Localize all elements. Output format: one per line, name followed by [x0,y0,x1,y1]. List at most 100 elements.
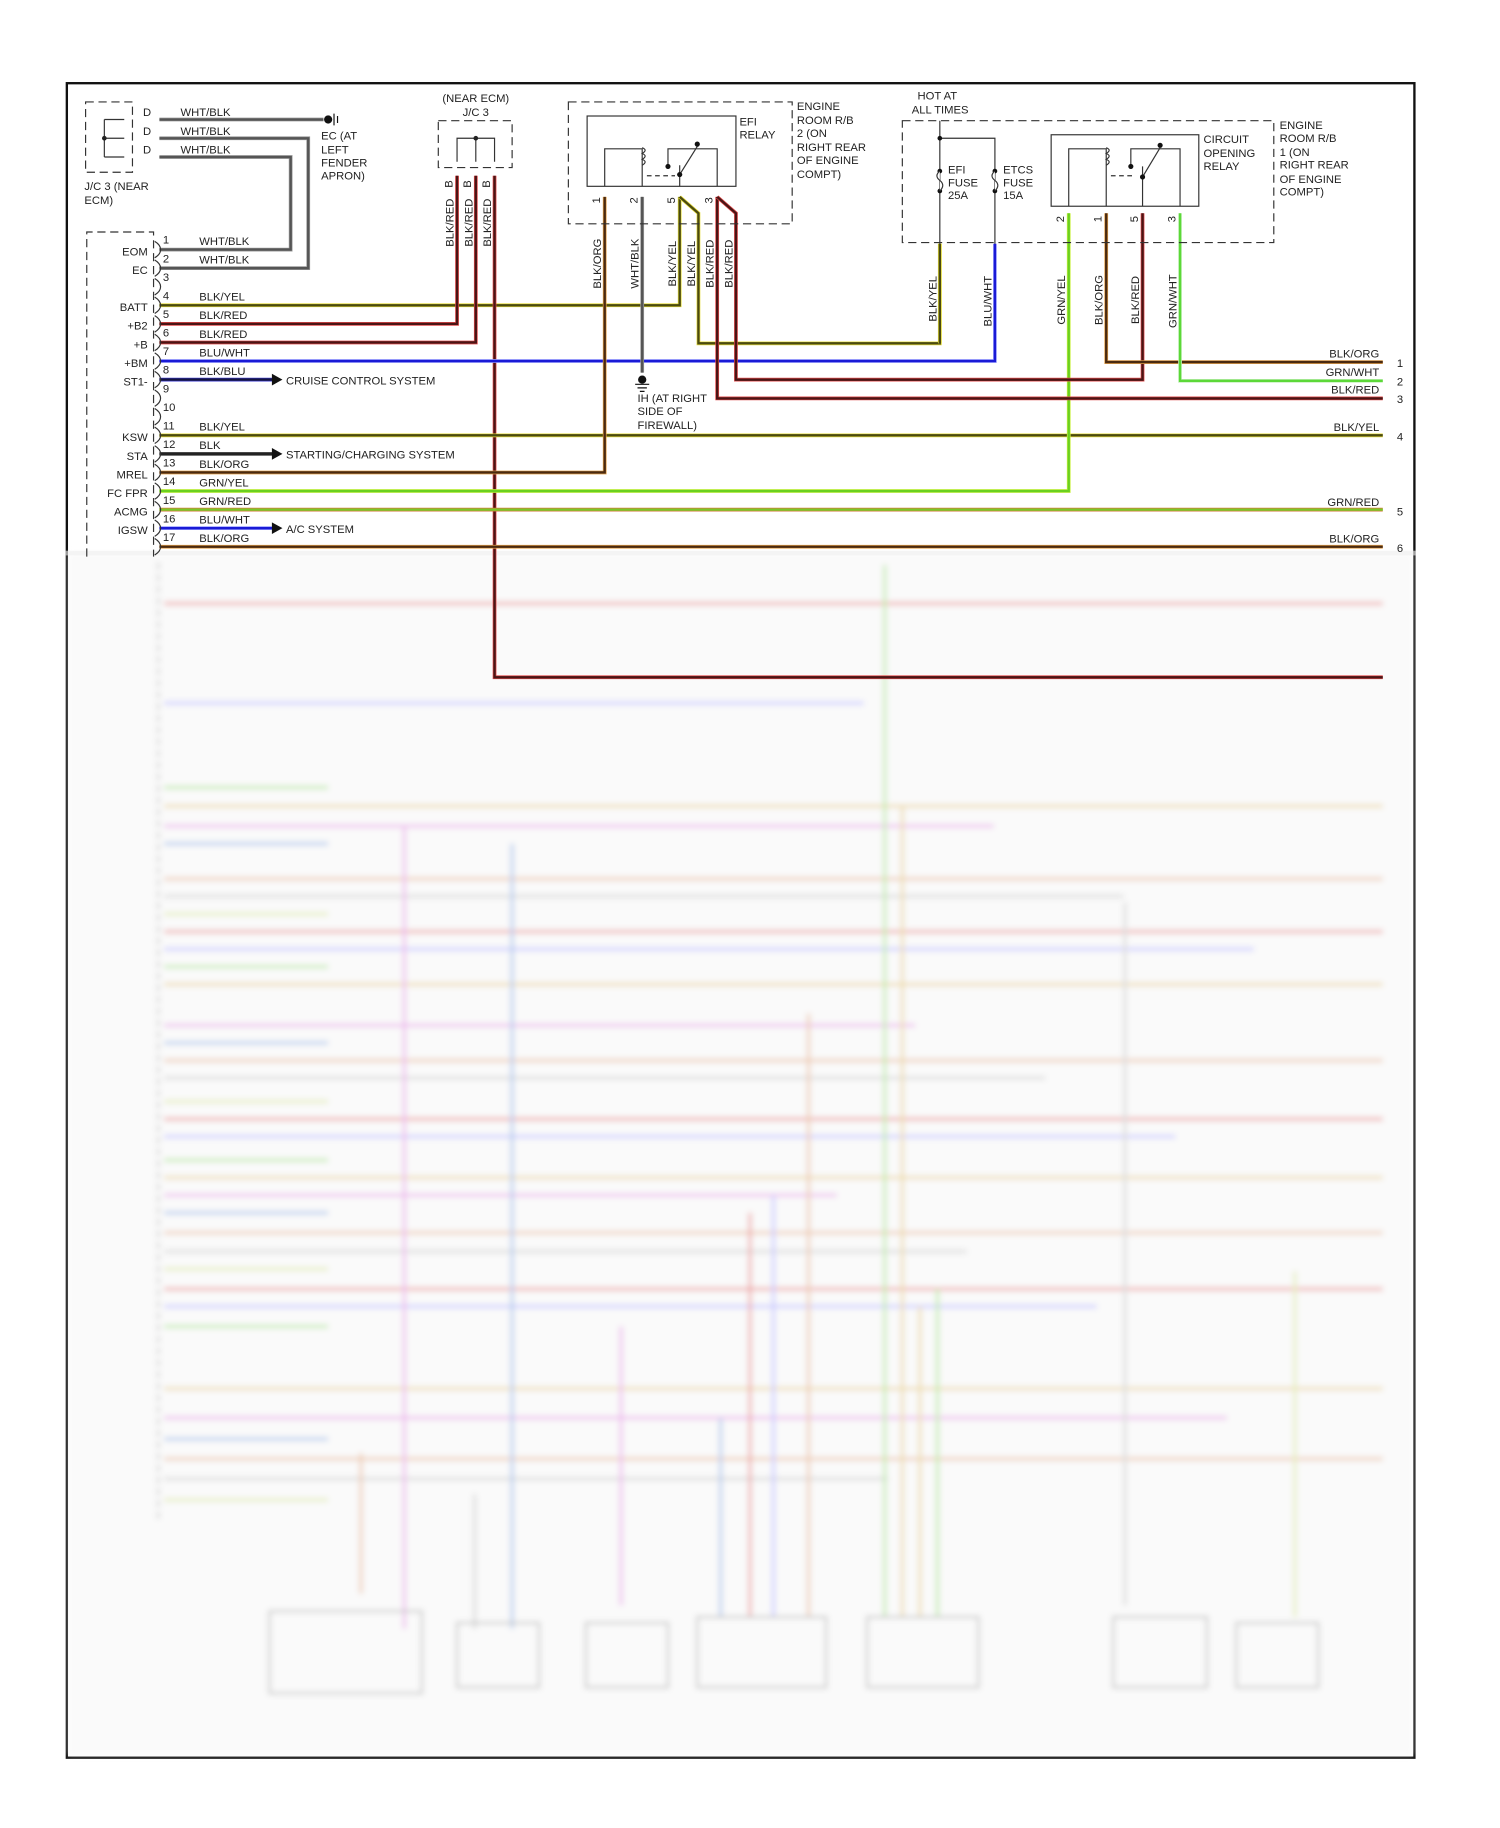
cor-pin: 3 [1166,216,1178,222]
destination-system[interactable]: STARTING/CHARGING SYSTEM [286,450,455,462]
location-line: RIGHT REAR [797,142,866,154]
wire-ecm14-core [159,213,1070,493]
jc3-top-pin: B [443,180,455,188]
wire-label: BLK/BLU [199,366,245,378]
location-line: 2 (ON [797,128,827,140]
ground-ih-label: FIREWALL) [638,420,698,432]
wire-cor1 [1104,213,1383,364]
wire-efi3-out-core [716,196,1383,400]
wire-ecm6-core [159,175,477,344]
pin-number: 5 [1397,507,1403,519]
pin-socket-icon [154,259,162,277]
ecm-pin-number: 17 [163,532,175,544]
right-connector-pin: BLK/ORG 6 [1329,534,1403,555]
ecm-pin-signal: +B2 [127,321,147,333]
pin-socket-icon [154,538,162,556]
wire-label: BLK/RED [445,199,457,247]
right-connector-pin: BLK/YEL 4 [1334,422,1403,443]
wire-label: BLK/YEL [1334,422,1380,434]
wire-label: GRN/RED [1327,497,1379,509]
ground-ec-label: APRON) [321,170,365,182]
ecm-pin-row: 5 +B2 BLK/RED [127,309,247,333]
ecm-pin-row: 17 BLK/ORG [154,532,249,556]
pin-socket-icon [154,463,162,482]
wire-label: WHT/BLK [199,236,249,248]
wire-label: BLK/RED [723,240,735,288]
relay-switch-icon [679,146,698,175]
relay-coil-icon [1104,147,1110,166]
ecm-pin-row: 6 +B BLK/RED [134,328,248,352]
wire-label: BLK/ORG [199,533,249,545]
efi-relay-pin: 1 [591,197,603,203]
ecm-pin-row: 9 [154,383,169,407]
pin-socket-icon [154,240,162,259]
efi-relay-name: RELAY [739,129,776,141]
efi-relay-pin: 5 [666,197,678,203]
wire-jc3-b3-core [493,175,1383,679]
wire-label: BLK/ORG [1094,275,1106,325]
wire-ecm5-core [159,175,459,326]
efi-relay-location: ENGINE ROOM R/B 2 (ON RIGHT REAR OF ENGI… [797,101,866,181]
ecm-pin-signal: IGSW [118,525,148,537]
location-line: RIGHT REAR [1280,160,1349,172]
right-connector-pin: BLK/RED 3 [1331,385,1403,406]
relay-coil-icon [640,147,646,166]
ecm-pin-row: 8 ST1- BLK/BLU CRUISE CONTROL SYSTEM [123,365,435,389]
wire-label: GRN/YEL [199,477,248,489]
pin-socket-icon [154,500,162,519]
jc3-top-label: J/C 3 [463,107,489,119]
location-line: ENGINE [1280,120,1324,132]
pin-number: 2 [1397,377,1403,389]
wire-ecm13-core [159,196,606,474]
jc3-left-pin: D [143,145,151,157]
pin-socket-icon [154,370,162,389]
wire-label: BLK/RED [463,199,475,247]
etcs-fuse-icon [991,168,999,194]
hot-at-all-times-label: HOT AT [918,91,958,103]
wire-label: WHT/BLK [199,254,249,266]
jc3-top-pin: B [481,180,493,188]
ecm-pin-row: 14 FC FPR GRN/YEL [107,476,248,500]
ecm-pin-signal: ST1- [123,376,148,388]
location-line: COMPT) [1280,187,1325,199]
hot-at-all-times-label: ALL TIMES [912,105,969,117]
blur-edge [65,550,1416,556]
wire-label: GRN/YEL [1056,275,1068,324]
wire-cor3-core [1178,213,1383,383]
wire-ecm2-core [159,137,310,270]
right-connector-pin: GRN/RED 5 [1327,497,1403,518]
jc3-left-pin: D [143,107,151,119]
wire-label: GRN/RED [199,496,251,508]
jc3-left-connector: D D D WHT/BLK WHT/BLK WHT/BLK J/C 3 (NEA… [84,101,231,207]
jc3-left-label: ECM) [84,195,113,207]
pin-socket-icon [154,315,162,333]
ecm-pin-number: 10 [163,402,175,414]
ecm-pin-number: 11 [163,420,175,432]
pin-socket-icon [154,278,162,296]
jc3-top-connector: (NEAR ECM) J/C 3 B B B BLK/RED BLK/RED B… [437,93,513,247]
wires [159,117,1383,680]
pin-socket-icon [154,389,162,407]
wire-label: BLK/ORG [1329,348,1379,360]
ecm-pin-signal: EC [132,265,148,277]
ecm-pin-signal: ACMG [114,506,148,518]
wire-label: BLU/WHT [982,276,994,327]
ground-ih-label: IH (AT RIGHT [638,393,708,405]
arrow-icon [271,448,283,460]
ecm-pin-signal: STA [127,451,149,463]
efi-fuse-label: FUSE [948,177,978,189]
wire-label: WHT/BLK [181,107,231,119]
efi-fuse-rating: 25A [948,190,968,202]
location-line: ENGINE [797,101,841,113]
destination-system[interactable]: CRUISE CONTROL SYSTEM [286,375,435,387]
ground-ih-icon [635,375,650,392]
destination-system[interactable]: A/C SYSTEM [286,524,354,536]
ecm-pin-row: 12 STA BLK STARTING/CHARGING SYSTEM [127,439,455,463]
wire-label: BLU/WHT [199,514,250,526]
ecm-pin-number: 16 [163,513,175,525]
ecm-pin-number: 13 [163,458,175,470]
location-line: COMPT) [797,169,842,181]
wire-label: BLK/YEL [199,422,245,434]
